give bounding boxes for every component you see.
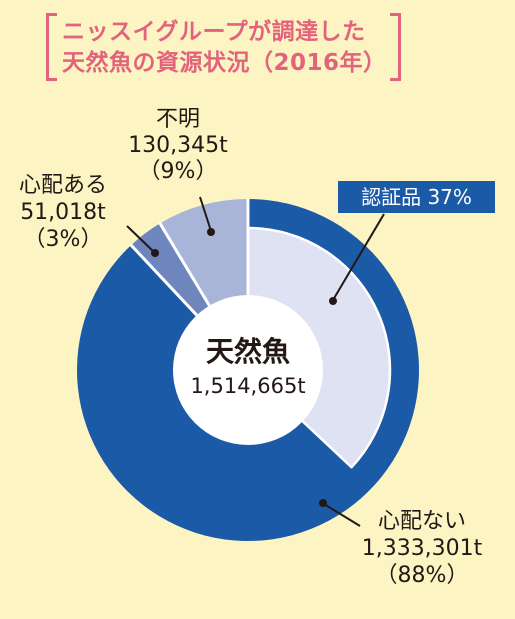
leader-fumei: [199, 196, 215, 236]
slice-separators: [129, 198, 250, 318]
title-bracket-left: [46, 13, 57, 81]
slice-label: 心配ない: [377, 509, 466, 534]
data-label-fumei: 不明 130,345t （9%）: [118, 107, 238, 185]
slice-percent: （9%）: [138, 159, 218, 184]
title-line-2: 天然魚の資源状況（2016年）: [62, 50, 387, 76]
data-label-shinpai-nai: 心配ない 1,333,301t （88%）: [348, 508, 496, 589]
certified-badge: 認証品 37%: [338, 181, 495, 213]
title-bracket-right: [390, 13, 401, 81]
slice-label: 不明: [155, 107, 200, 132]
slice-percent: （3%）: [23, 227, 103, 252]
slice-percent: （88%）: [375, 563, 469, 588]
certified-label: 認証品: [361, 185, 422, 209]
center-total: 1,514,665t: [190, 374, 306, 398]
center-label: 天然魚: [205, 335, 290, 368]
leader-certified: [329, 213, 385, 305]
slice-value: 130,345t: [128, 133, 228, 158]
certified-percent: 37%: [427, 185, 472, 209]
separator-1: [129, 243, 200, 318]
slice-value: 51,018t: [20, 200, 106, 225]
title-line-1: ニッスイグループが調達した: [62, 19, 366, 45]
center-hole: [173, 295, 323, 445]
leader-shinpai-nai: [319, 499, 361, 527]
separator-2: [158, 221, 212, 309]
data-label-shinpai-aru: 心配ある 51,018t （3%）: [4, 172, 122, 253]
slice-value: 1,333,301t: [361, 536, 483, 561]
slice-label: 心配ある: [18, 173, 107, 198]
leader-lines: [126, 196, 385, 527]
leader-shinpai-aru: [126, 225, 159, 257]
center-text: 天然魚 1,514,665t: [173, 334, 323, 402]
